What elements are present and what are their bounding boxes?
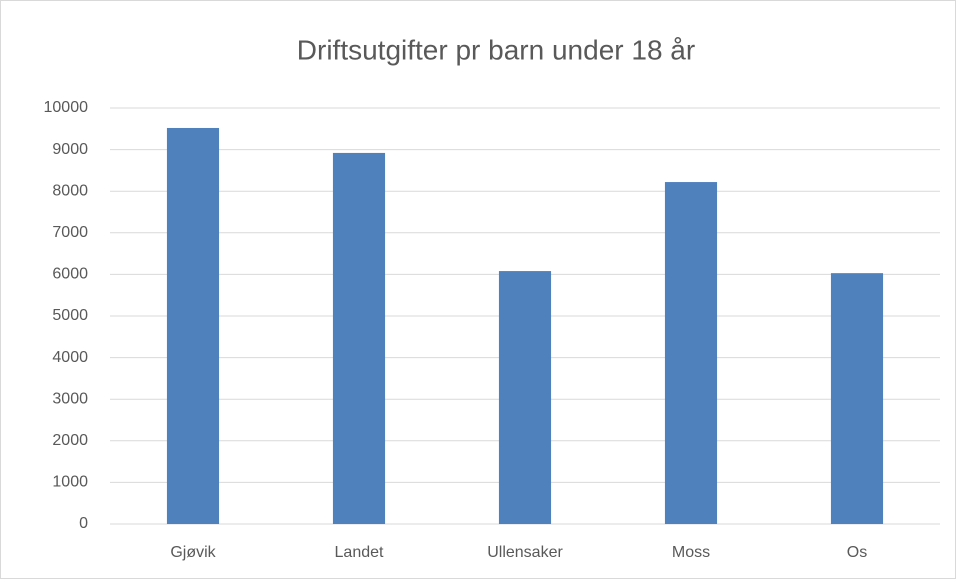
y-tick-label: 9000: [52, 141, 88, 158]
y-tick-label: 4000: [52, 349, 88, 366]
y-tick-label: 3000: [52, 390, 88, 407]
y-tick-label: 2000: [52, 432, 88, 449]
x-tick-label: Moss: [672, 544, 710, 561]
bar: [830, 273, 884, 524]
y-tick-label: 8000: [52, 182, 88, 199]
bar: [498, 271, 552, 524]
chart-title: Driftsutgifter pr barn under 18 år: [297, 34, 695, 65]
y-tick-label: 0: [79, 515, 88, 532]
bar: [664, 182, 718, 524]
y-tick-label: 10000: [44, 99, 89, 116]
x-tick-label: Os: [847, 544, 867, 561]
y-tick-label: 7000: [52, 224, 88, 241]
y-tick-label: 1000: [52, 474, 88, 491]
x-tick-label: Gjøvik: [170, 544, 216, 561]
bar: [332, 152, 386, 525]
y-tick-label: 6000: [52, 266, 88, 283]
x-tick-label: Ullensaker: [487, 544, 563, 561]
x-tick-label: Landet: [335, 544, 384, 561]
y-tick-label: 5000: [52, 307, 88, 324]
bar: [166, 127, 220, 524]
